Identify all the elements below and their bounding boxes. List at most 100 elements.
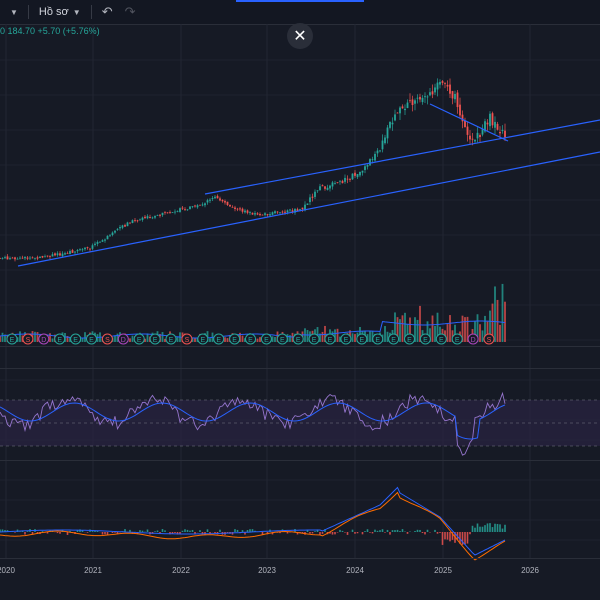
- redo-button[interactable]: ↷: [119, 0, 142, 24]
- candle-body: [6, 256, 9, 260]
- histogram-bar: [66, 532, 69, 535]
- volume-bar: [239, 332, 241, 342]
- histogram-bar: [94, 530, 96, 532]
- candle-body: [446, 84, 449, 87]
- histogram-bar: [301, 532, 304, 534]
- histogram-bar: [251, 529, 254, 532]
- candle-body: [281, 211, 284, 213]
- badge-circle: [451, 333, 463, 345]
- volume-bar: [244, 338, 246, 342]
- event-badge: E: [245, 333, 256, 345]
- candle-body: [191, 206, 194, 208]
- candle-body: [81, 249, 84, 251]
- volume-bar: [1, 332, 4, 342]
- volume-bar: [209, 338, 211, 342]
- histogram-bar: [396, 529, 399, 532]
- candle-body: [229, 204, 231, 207]
- candle-body: [59, 253, 61, 256]
- histogram-bar: [469, 532, 471, 535]
- event-badge: E: [419, 333, 431, 345]
- badge-circle: [435, 333, 447, 345]
- candle-body: [29, 257, 31, 259]
- close-button[interactable]: ✕: [287, 23, 313, 49]
- volume-bar: [256, 338, 259, 342]
- histogram-bar: [459, 532, 461, 544]
- candle-body: [309, 197, 311, 203]
- candle-body: [366, 164, 369, 167]
- candle-body: [131, 220, 134, 224]
- badge-label: E: [248, 337, 253, 344]
- badge-circle: [308, 333, 320, 345]
- event-badge: S: [181, 333, 193, 345]
- histogram-bar: [296, 532, 299, 535]
- histogram-bar: [439, 532, 441, 533]
- candle-body: [364, 166, 366, 170]
- histogram-bar: [186, 529, 189, 532]
- candle-body: [474, 139, 476, 142]
- pane-divider[interactable]: [0, 368, 600, 369]
- histogram-bar: [334, 532, 336, 535]
- candle-body: [86, 247, 89, 249]
- volume-bar: [366, 334, 369, 342]
- histogram-bar: [244, 532, 246, 535]
- event-badge: D: [117, 333, 129, 345]
- candle-body: [481, 129, 484, 135]
- year-label: 2025: [434, 566, 452, 575]
- candle-body: [471, 138, 474, 140]
- candle-body: [1, 258, 4, 260]
- badge-circle: [22, 333, 34, 345]
- badge-label: E: [407, 337, 412, 344]
- candle-body: [171, 212, 174, 213]
- candle-body: [494, 121, 496, 128]
- volume-bar: [259, 337, 261, 342]
- histogram-bar: [26, 531, 29, 532]
- volume-bar: [334, 329, 336, 342]
- candle-body: [226, 201, 229, 205]
- volume-bar: [394, 312, 396, 342]
- candle-body: [49, 256, 51, 257]
- volume-bar: [504, 301, 506, 342]
- histogram-bar: [1, 529, 4, 532]
- candle-body: [14, 257, 16, 260]
- event-badge: E: [451, 333, 463, 345]
- candle-body: [301, 207, 304, 210]
- candle-body: [236, 208, 239, 210]
- candle-body: [166, 212, 169, 214]
- candle-body: [371, 159, 374, 160]
- volume-bar: [476, 314, 479, 342]
- volume-bar: [426, 321, 429, 342]
- candle-body: [256, 213, 259, 215]
- event-badge: E: [149, 333, 161, 345]
- candle-body: [94, 243, 96, 245]
- profile-dropdown[interactable]: Hồ sơ ▼: [33, 0, 87, 24]
- candle-body: [109, 235, 111, 237]
- histogram-bar: [504, 524, 506, 532]
- undo-button[interactable]: ↶: [96, 0, 119, 24]
- badge-circle: [340, 333, 352, 345]
- volume-bar: [489, 310, 491, 342]
- volume-bar: [81, 338, 84, 342]
- candle-body: [84, 247, 86, 250]
- candle-body: [501, 129, 504, 131]
- badge-label: E: [280, 337, 285, 344]
- layout-dropdown[interactable]: ▼: [0, 0, 24, 24]
- volume-bar: [436, 312, 439, 342]
- rsi-line: [0, 391, 506, 456]
- histogram-bar: [494, 523, 496, 532]
- histogram-bar: [466, 532, 469, 544]
- candle-body: [504, 130, 506, 138]
- candle-body: [379, 150, 381, 152]
- rsi-ma-line: [0, 402, 506, 440]
- histogram-bar: [414, 530, 416, 532]
- candle-body: [136, 220, 139, 222]
- pane-divider[interactable]: [0, 558, 600, 559]
- candle-body: [331, 182, 334, 187]
- year-label: 2024: [346, 566, 364, 575]
- pane-divider[interactable]: [0, 346, 600, 347]
- pane-divider[interactable]: [0, 460, 600, 461]
- histogram-bar: [314, 531, 316, 532]
- volume-bar: [484, 315, 486, 342]
- histogram-bar: [484, 525, 486, 532]
